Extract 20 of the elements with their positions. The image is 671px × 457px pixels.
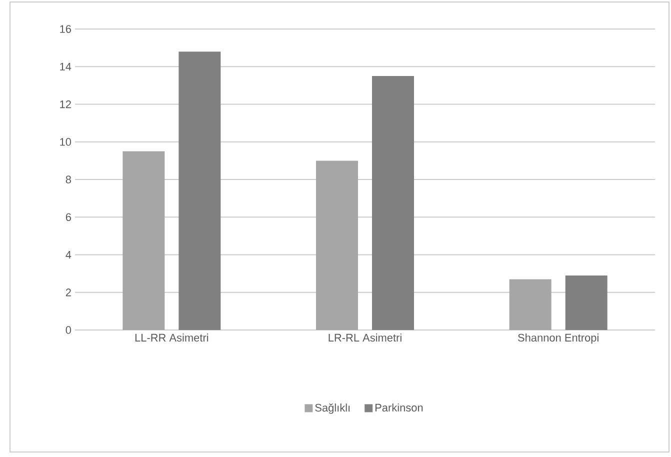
bar xyxy=(565,275,608,330)
legend-label: Parkinson xyxy=(376,403,423,412)
bar xyxy=(509,279,552,330)
x-tick-label: Shannon Entropi xyxy=(518,334,598,344)
y-tick-label: 14 xyxy=(60,62,72,70)
x-tick-label: LL-RR Asimetri xyxy=(135,334,208,342)
bar xyxy=(372,76,414,330)
y-tick-label: 2 xyxy=(66,288,71,296)
y-tick-label: 6 xyxy=(66,213,71,222)
y-tick-label: 16 xyxy=(60,25,71,33)
legend-label: Sağlıklı xyxy=(315,403,350,414)
y-tick-label: 8 xyxy=(66,176,71,184)
y-tick-label: 12 xyxy=(60,100,71,108)
x-tick-label: LR-RL Asimetri xyxy=(328,334,402,342)
bar xyxy=(316,160,358,330)
bar xyxy=(122,151,165,330)
bar xyxy=(178,52,221,330)
y-tick-label: 10 xyxy=(60,138,72,146)
y-tick-label: 4 xyxy=(66,250,72,259)
y-tick-label: 0 xyxy=(66,326,72,334)
